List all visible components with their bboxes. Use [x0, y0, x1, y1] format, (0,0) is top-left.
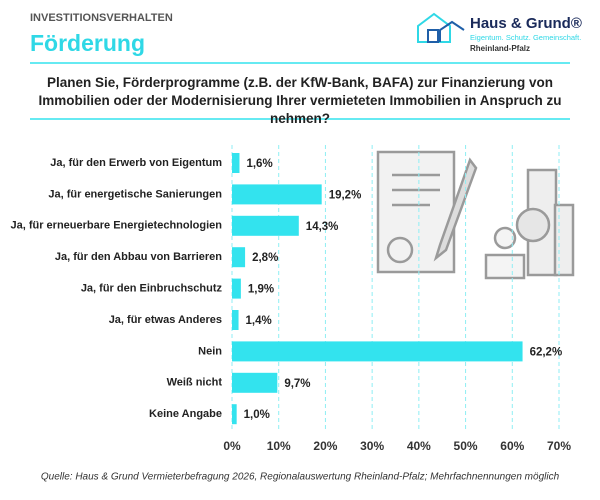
category-label: Nein: [198, 345, 222, 357]
x-tick-label: 20%: [313, 439, 337, 453]
category-label: Ja, für den Einbruchschutz: [81, 283, 223, 295]
page-title: Förderung: [30, 30, 145, 56]
value-label: 1,6%: [246, 158, 272, 170]
x-tick-label: 40%: [407, 439, 431, 453]
value-label: 14,3%: [306, 221, 339, 233]
value-label: 62,2%: [530, 346, 563, 358]
value-label: 1,4%: [246, 315, 272, 327]
category-label: Weiß nicht: [167, 377, 223, 389]
logo-name: Haus & Grund®: [470, 15, 582, 32]
value-label: 19,2%: [329, 189, 362, 201]
logo-slogan: Eigentum. Schutz. Gemeinschaft.: [470, 33, 581, 42]
x-tick-label: 0%: [223, 439, 241, 453]
x-tick-label: 30%: [360, 439, 384, 453]
x-tick-label: 70%: [547, 439, 571, 453]
category-label: Ja, für erneuerbare Energietechnologien: [10, 220, 222, 232]
category-label: Ja, für den Abbau von Barrieren: [55, 251, 222, 263]
category-label: Ja, für den Erwerb von Eigentum: [50, 157, 222, 169]
kicker: INVESTITIONSVERHALTEN: [30, 12, 173, 24]
bar: [232, 278, 241, 299]
value-label: 1,0%: [244, 409, 270, 421]
category-label: Ja, für energetische Sanierungen: [48, 188, 222, 200]
bar: [232, 215, 299, 236]
illustration: [376, 150, 575, 280]
x-tick-label: 60%: [500, 439, 524, 453]
value-label: 2,8%: [252, 252, 278, 264]
bar: [232, 404, 237, 425]
question: Planen Sie, Förderprogramme (z.B. der Kf…: [38, 75, 562, 126]
source-note: Quelle: Haus & Grund Vermieterbefragung …: [41, 472, 560, 483]
value-label: 1,9%: [248, 284, 274, 296]
bar: [232, 153, 240, 173]
bar: [232, 341, 523, 362]
bar: [232, 372, 278, 393]
bar: [232, 310, 239, 330]
category-label: Ja, für etwas Anderes: [109, 314, 222, 326]
category-label: Keine Angabe: [149, 408, 222, 420]
value-label: 9,7%: [284, 378, 310, 390]
bar: [232, 184, 322, 205]
bar: [232, 247, 246, 268]
logo-region: Rheinland-Pfalz: [470, 44, 530, 53]
x-tick-label: 10%: [267, 439, 291, 453]
logo-icon: [417, 12, 465, 43]
x-tick-label: 50%: [454, 439, 478, 453]
